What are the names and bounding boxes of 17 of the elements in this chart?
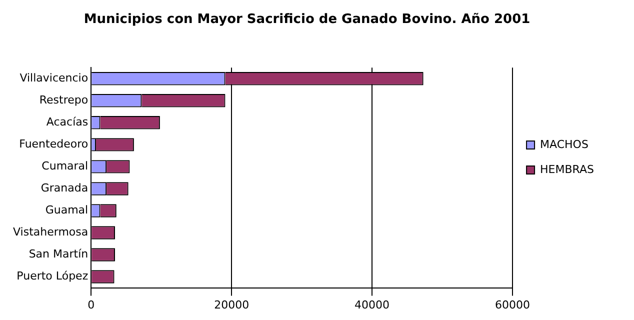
- y-tick-label: Guamal: [45, 204, 88, 217]
- y-tick-label: Restrepo: [39, 93, 88, 106]
- y-tick-label: San Martín: [28, 248, 88, 261]
- y-tick-label: Puerto López: [16, 270, 88, 283]
- y-tick-label: Acacías: [46, 116, 88, 129]
- legend-label: MACHOS: [540, 138, 588, 151]
- chart-title: Municipios con Mayor Sacrificio de Ganado Bovino. Año 2001: [84, 12, 530, 28]
- y-tick-label: Granada: [40, 182, 88, 195]
- legend-label: HEMBRAS: [540, 162, 594, 176]
- y-tick-label: Villavicencio: [20, 71, 88, 84]
- y-tick-label: Cumaral: [42, 160, 88, 173]
- y-tick-label: Vistahermosa: [13, 226, 88, 239]
- y-tick-label: Fuentedeoro: [19, 138, 88, 151]
- x-tick-label: 60000: [495, 298, 530, 312]
- x-tick-label: 0: [88, 298, 95, 312]
- x-tick-label: 40000: [354, 298, 390, 312]
- x-tick-label: 20000: [214, 298, 250, 312]
